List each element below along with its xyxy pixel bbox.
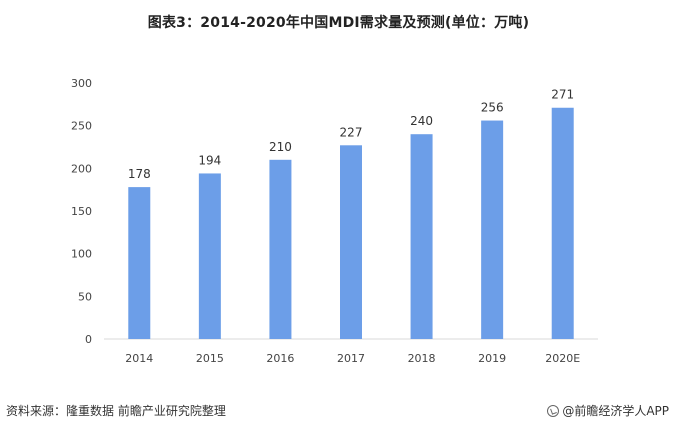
data-label: 240 xyxy=(410,114,433,128)
brand-logo-icon xyxy=(547,404,560,417)
brand-text: @前瞻经济学人APP xyxy=(562,404,669,418)
data-label: 178 xyxy=(128,167,151,181)
y-tick-label: 200 xyxy=(71,162,92,175)
x-tick-label: 2016 xyxy=(266,352,294,365)
y-tick-label: 250 xyxy=(71,120,92,133)
x-tick-label: 2017 xyxy=(337,352,365,365)
x-tick-label: 2020E xyxy=(545,352,580,365)
bar-2014 xyxy=(128,187,151,339)
x-tick-label: 2018 xyxy=(408,352,436,365)
y-tick-label: 100 xyxy=(71,248,92,261)
y-tick-label: 300 xyxy=(71,77,92,90)
x-tick-label: 2014 xyxy=(125,352,153,365)
data-label: 271 xyxy=(551,88,574,102)
bar-2018 xyxy=(410,134,433,339)
bar-2017 xyxy=(340,145,362,339)
bar-2016 xyxy=(269,159,292,339)
brand-credit: @前瞻经济学人APP xyxy=(547,402,669,419)
y-tick-label: 50 xyxy=(78,290,92,303)
data-label: 227 xyxy=(340,125,363,139)
y-tick-label: 0 xyxy=(85,333,92,346)
source-note: 资料来源：隆重数据 前瞻产业研究院整理 xyxy=(6,404,226,418)
x-tick-label: 2015 xyxy=(196,352,224,365)
y-tick-label: 150 xyxy=(71,205,92,218)
bar-2020E xyxy=(551,107,574,339)
bar-2015 xyxy=(198,173,221,339)
data-label: 210 xyxy=(269,140,292,154)
bar-2019 xyxy=(481,120,504,340)
x-tick-label: 2019 xyxy=(478,352,506,365)
chart-title: 图表3：2014-2020年中国MDI需求量及预测(单位：万吨) xyxy=(147,15,530,31)
data-label: 256 xyxy=(481,101,504,115)
data-label: 194 xyxy=(198,153,221,167)
